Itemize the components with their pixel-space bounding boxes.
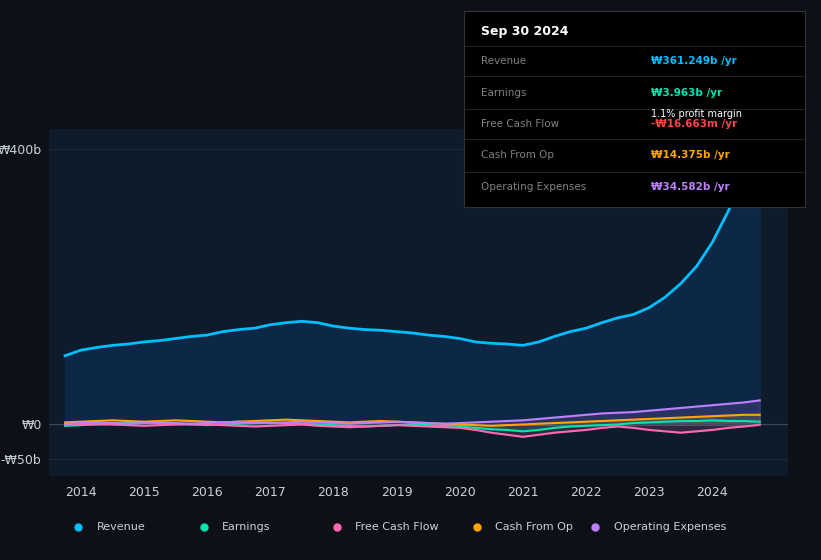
Text: 1.1% profit margin: 1.1% profit margin xyxy=(651,109,742,119)
Text: Earnings: Earnings xyxy=(222,522,271,531)
Text: ₩361.249b /yr: ₩361.249b /yr xyxy=(651,56,737,66)
Text: -₩16.663m /yr: -₩16.663m /yr xyxy=(651,119,737,129)
Text: ₩34.582b /yr: ₩34.582b /yr xyxy=(651,181,730,192)
Text: ₩14.375b /yr: ₩14.375b /yr xyxy=(651,150,730,160)
Text: Sep 30 2024: Sep 30 2024 xyxy=(481,25,568,38)
Text: Revenue: Revenue xyxy=(481,56,526,66)
Text: Free Cash Flow: Free Cash Flow xyxy=(355,522,438,531)
Text: ₩3.963b /yr: ₩3.963b /yr xyxy=(651,87,722,97)
Text: Free Cash Flow: Free Cash Flow xyxy=(481,119,559,129)
Text: Earnings: Earnings xyxy=(481,87,526,97)
Text: Revenue: Revenue xyxy=(97,522,145,531)
Text: Operating Expenses: Operating Expenses xyxy=(481,181,586,192)
Text: Cash From Op: Cash From Op xyxy=(481,150,554,160)
Text: Operating Expenses: Operating Expenses xyxy=(613,522,726,531)
Text: Cash From Op: Cash From Op xyxy=(496,522,573,531)
